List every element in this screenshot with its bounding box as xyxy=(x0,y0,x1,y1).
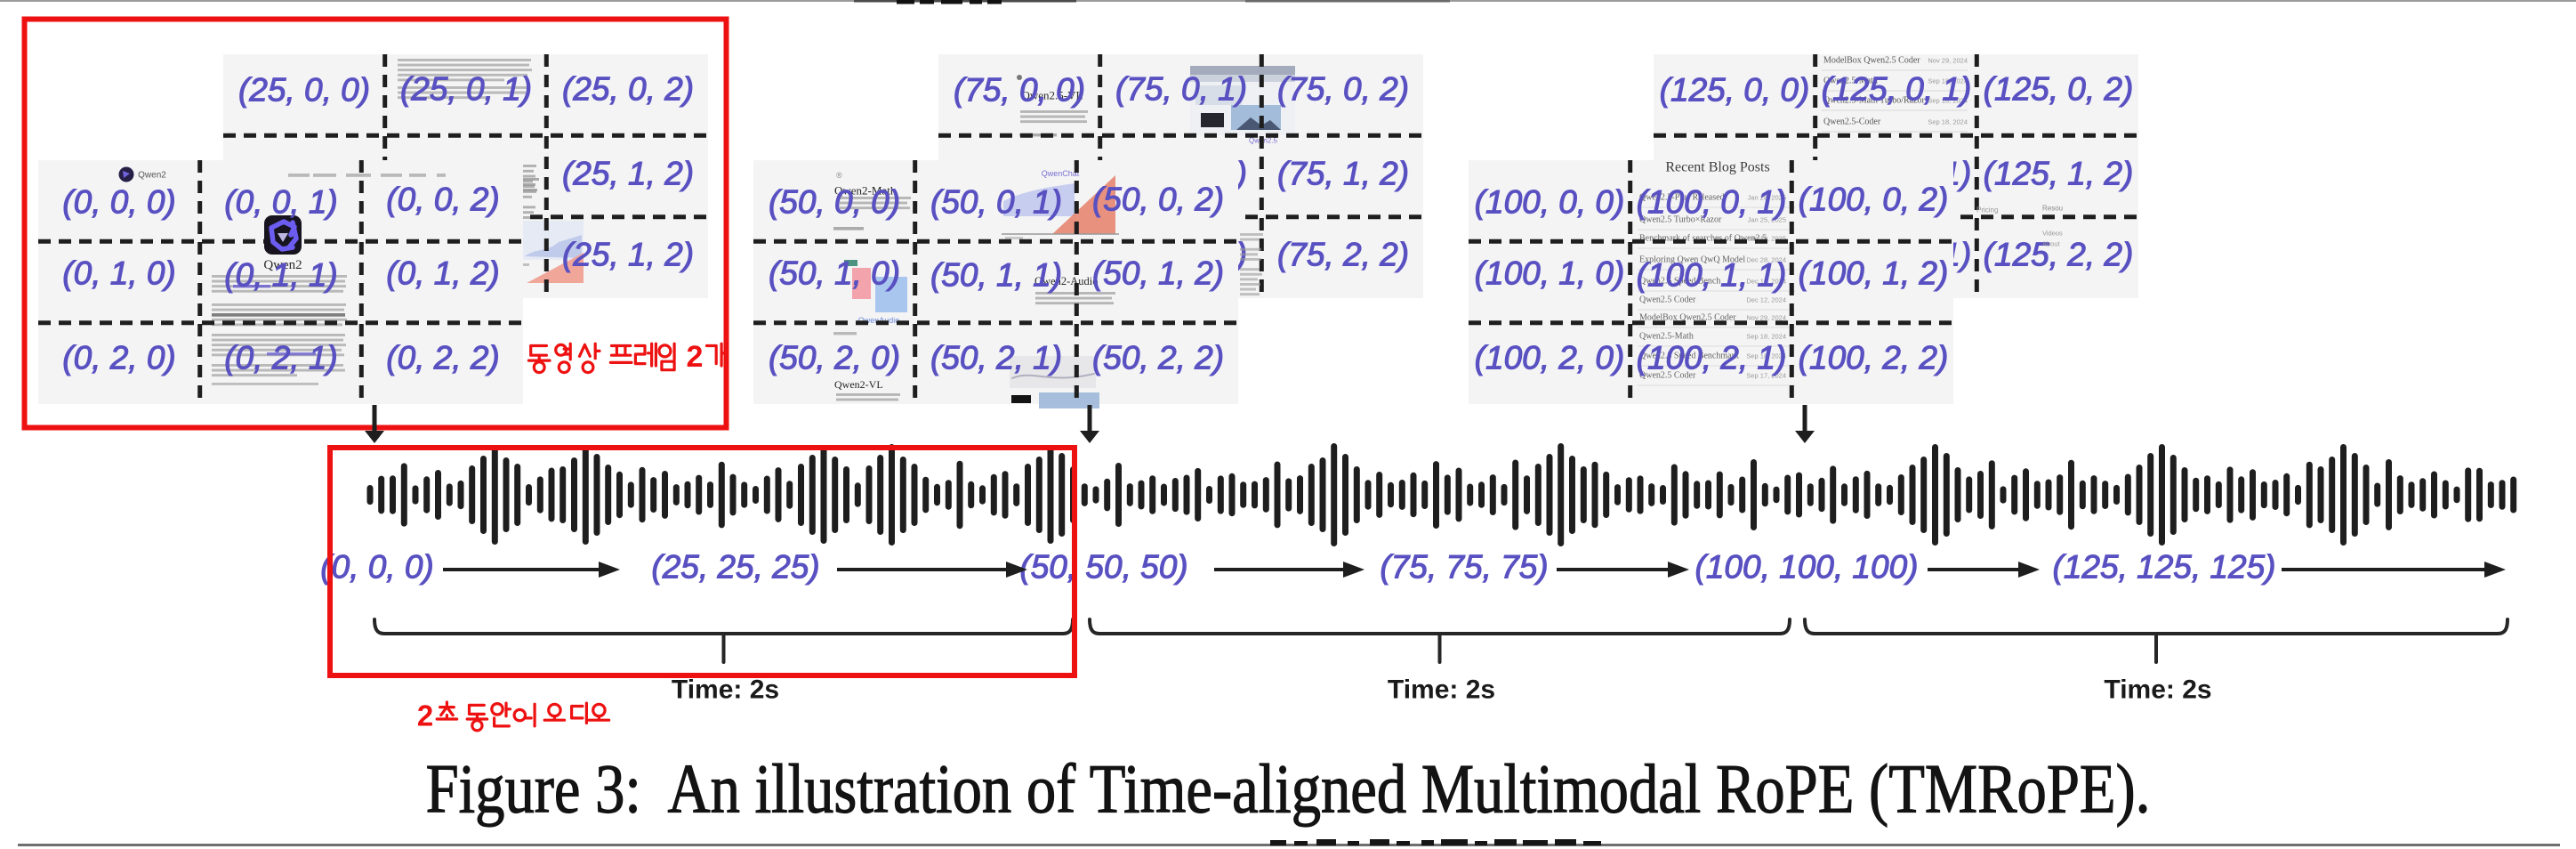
svg-text:Pricing: Pricing xyxy=(1976,206,1998,214)
svg-text:Videos: Videos xyxy=(2042,230,2063,238)
svg-text:Qwen2.5-Math: Qwen2.5-Math xyxy=(1639,332,1694,342)
svg-text:Recent Blog Posts: Recent Blog Posts xyxy=(1665,160,1769,175)
svg-text:(0, 0, 1): (0, 0, 1) xyxy=(224,184,338,221)
svg-text:Qwen2.5-Coder: Qwen2.5-Coder xyxy=(1823,117,1881,127)
svg-text:(75, 0, 0): (75, 0, 0) xyxy=(954,72,1085,109)
svg-text:Nov 29, 2024: Nov 29, 2024 xyxy=(1928,57,1968,65)
svg-text:(125, 0, 0): (125, 0, 0) xyxy=(1660,72,1810,109)
svg-text:(100, 1, 1): (100, 1, 1) xyxy=(1637,257,1787,294)
svg-text:Qwen2.5-VL: Qwen2.5-VL xyxy=(1022,89,1083,102)
svg-text:(50, 0, 2): (50, 0, 2) xyxy=(1092,182,1224,218)
svg-text:Sep 18, 2024: Sep 18, 2024 xyxy=(1928,77,1968,85)
svg-text:Time: 2s: Time: 2s xyxy=(2104,675,2211,705)
svg-text:(100, 100, 100): (100, 100, 100) xyxy=(1695,549,1919,586)
svg-text:Figure 3: An illustration of: Figure 3: An illustration of Time-aligne… xyxy=(426,749,2151,827)
svg-text:(50, 0, 0): (50, 0, 0) xyxy=(769,184,900,221)
svg-text:(25, 1, 2): (25, 1, 2) xyxy=(562,156,694,192)
svg-text:Dec 12, 2024: Dec 12, 2024 xyxy=(1746,296,1786,304)
svg-text:(50, 0, 1): (50, 0, 1) xyxy=(930,184,1062,221)
svg-text:Jan 19, 2025: Jan 19, 2025 xyxy=(1748,235,1786,243)
svg-text:(50, 1, 1): (50, 1, 1) xyxy=(930,257,1062,294)
svg-text:(125, 1, 2): (125, 1, 2) xyxy=(1984,156,2134,192)
svg-text:(125, 0, 2): (125, 0, 2) xyxy=(1984,71,2134,108)
svg-text:About: About xyxy=(2042,240,2061,248)
svg-text:(100, 1, 2): (100, 1, 2) xyxy=(1799,255,1949,292)
svg-text:(50, 2, 2): (50, 2, 2) xyxy=(1092,340,1224,376)
svg-text:(50, 50, 50): (50, 50, 50) xyxy=(1019,549,1187,586)
svg-text:Sep 17, 2024: Sep 17, 2024 xyxy=(1746,372,1786,380)
svg-text:Benchmark of searches of Qwen2: Benchmark of searches of Qwen2.5 xyxy=(1639,234,1767,244)
svg-text:Jan 25, 2025: Jan 25, 2025 xyxy=(1748,216,1786,224)
svg-text:QwenAudio: QwenAudio xyxy=(858,316,900,325)
svg-text:ModelBox Qwen2.5 Coder: ModelBox Qwen2.5 Coder xyxy=(1639,313,1736,323)
svg-text:Qwen2.5-Plus Released: Qwen2.5-Plus Released xyxy=(1639,193,1725,203)
svg-text:Qwen2.5-Math Turbo/Razor: Qwen2.5-Math Turbo/Razor xyxy=(1823,96,1926,106)
svg-text:(100, 2, 2): (100, 2, 2) xyxy=(1799,340,1949,376)
svg-text:Time: 2s: Time: 2s xyxy=(672,675,779,705)
svg-text:(0, 0, 2): (0, 0, 2) xyxy=(386,182,500,218)
svg-text:Qwen2.5 Speed Benchmark: Qwen2.5 Speed Benchmark xyxy=(1639,352,1739,361)
svg-text:(75, 0, 2): (75, 0, 2) xyxy=(1277,71,1409,108)
svg-text:(0, 2, 1): (0, 2, 1) xyxy=(224,340,338,376)
svg-text:Exploring Qwen QwQ Model: Exploring Qwen QwQ Model xyxy=(1639,255,1745,265)
svg-text:(25, 0, 2): (25, 0, 2) xyxy=(562,71,694,108)
svg-text:Qwen2: Qwen2 xyxy=(138,171,166,181)
svg-text:(25, 0, 0): (25, 0, 0) xyxy=(238,72,370,109)
svg-text:(125, 125, 125): (125, 125, 125) xyxy=(2053,549,2276,586)
svg-text:(100, 0, 0): (100, 0, 0) xyxy=(1475,184,1625,221)
svg-text:(100, 2, 1): (100, 2, 1) xyxy=(1637,340,1787,376)
svg-text:Dec 19, 2024: Dec 19, 2024 xyxy=(1746,278,1786,286)
svg-text:Resou: Resou xyxy=(2042,205,2063,213)
svg-text:(125, 2, 2): (125, 2, 2) xyxy=(1984,237,2134,273)
svg-text:(25, 0, 1): (25, 0, 1) xyxy=(400,71,532,108)
svg-text:(50, 1, 0): (50, 1, 0) xyxy=(769,255,900,292)
svg-text:Qwen2-Math: Qwen2-Math xyxy=(834,184,897,198)
svg-text:Dec 28, 2024: Dec 28, 2024 xyxy=(1746,256,1786,264)
svg-text:Qwen2.5 Turbo×Razor: Qwen2.5 Turbo×Razor xyxy=(1639,215,1722,225)
svg-text:(0, 1, 2): (0, 1, 2) xyxy=(386,255,500,292)
svg-text:(125, 0, 1): (125, 0, 1) xyxy=(1822,71,1972,108)
svg-text:(100, 2, 0): (100, 2, 0) xyxy=(1475,340,1625,376)
svg-text:Sep 18, 2024: Sep 18, 2024 xyxy=(1746,333,1786,341)
svg-text:Qwen2.5 Coder: Qwen2.5 Coder xyxy=(1639,295,1696,305)
svg-text:2: 2 xyxy=(687,340,704,374)
svg-text:(0, 0, 0): (0, 0, 0) xyxy=(320,549,434,586)
svg-text:Sep 18, 2024: Sep 18, 2024 xyxy=(1746,352,1786,360)
svg-text:(75, 1, 2): (75, 1, 2) xyxy=(1277,156,1409,192)
svg-text:(100, 0, 1): (100, 0, 1) xyxy=(1637,184,1787,221)
svg-text:(0, 2, 2): (0, 2, 2) xyxy=(386,340,500,376)
svg-text:(0, 0, 0): (0, 0, 0) xyxy=(62,184,176,221)
svg-text:(75, 2, 2): (75, 2, 2) xyxy=(1277,237,1409,273)
svg-text:2: 2 xyxy=(417,699,433,732)
svg-text:Qwen2-VL: Qwen2-VL xyxy=(834,378,883,391)
svg-text:Sep 18, 2024: Sep 18, 2024 xyxy=(1928,97,1968,105)
svg-text:Qwen2-Audio: Qwen2-Audio xyxy=(1034,275,1099,287)
svg-text:(100, 0, 2): (100, 0, 2) xyxy=(1799,182,1949,218)
svg-text:(100, 1, 0): (100, 1, 0) xyxy=(1475,255,1625,292)
svg-text:(0, 2, 0): (0, 2, 0) xyxy=(62,340,176,376)
svg-text:®: ® xyxy=(836,171,842,180)
svg-text:(25, 25, 25): (25, 25, 25) xyxy=(651,549,819,586)
svg-text:(25, 1, 2): (25, 1, 2) xyxy=(562,237,694,273)
svg-text:(75, 0, 1): (75, 0, 1) xyxy=(1115,71,1247,108)
svg-text:Nov 29, 2024: Nov 29, 2024 xyxy=(1746,314,1786,322)
svg-text:Sep 18, 2024: Sep 18, 2024 xyxy=(1928,118,1968,126)
svg-text:Qwen2.5 Speed Bench: Qwen2.5 Speed Bench xyxy=(1639,277,1720,287)
svg-text:Qwen2.5-Math: Qwen2.5-Math xyxy=(1823,77,1878,86)
svg-text:(75, 75, 75): (75, 75, 75) xyxy=(1380,549,1548,586)
svg-text:QwenChat: QwenChat xyxy=(1042,169,1080,178)
svg-text:(0, 1, 0): (0, 1, 0) xyxy=(62,255,176,292)
svg-text:Time: 2s: Time: 2s xyxy=(1388,675,1495,705)
svg-text:Qwen2.5 Coder: Qwen2.5 Coder xyxy=(1639,371,1696,381)
svg-text:(0, 1, 1): (0, 1, 1) xyxy=(224,257,338,294)
svg-text:(50, 1, 2): (50, 1, 2) xyxy=(1092,255,1224,292)
svg-text:Qwen2: Qwen2 xyxy=(263,258,302,272)
svg-text:Jan 28, 2025: Jan 28, 2025 xyxy=(1748,194,1786,202)
svg-text:(50, 2, 0): (50, 2, 0) xyxy=(769,340,900,376)
svg-text:(50, 2, 1): (50, 2, 1) xyxy=(930,340,1062,376)
svg-text:ModelBox Qwen2.5 Coder: ModelBox Qwen2.5 Coder xyxy=(1823,56,1920,66)
